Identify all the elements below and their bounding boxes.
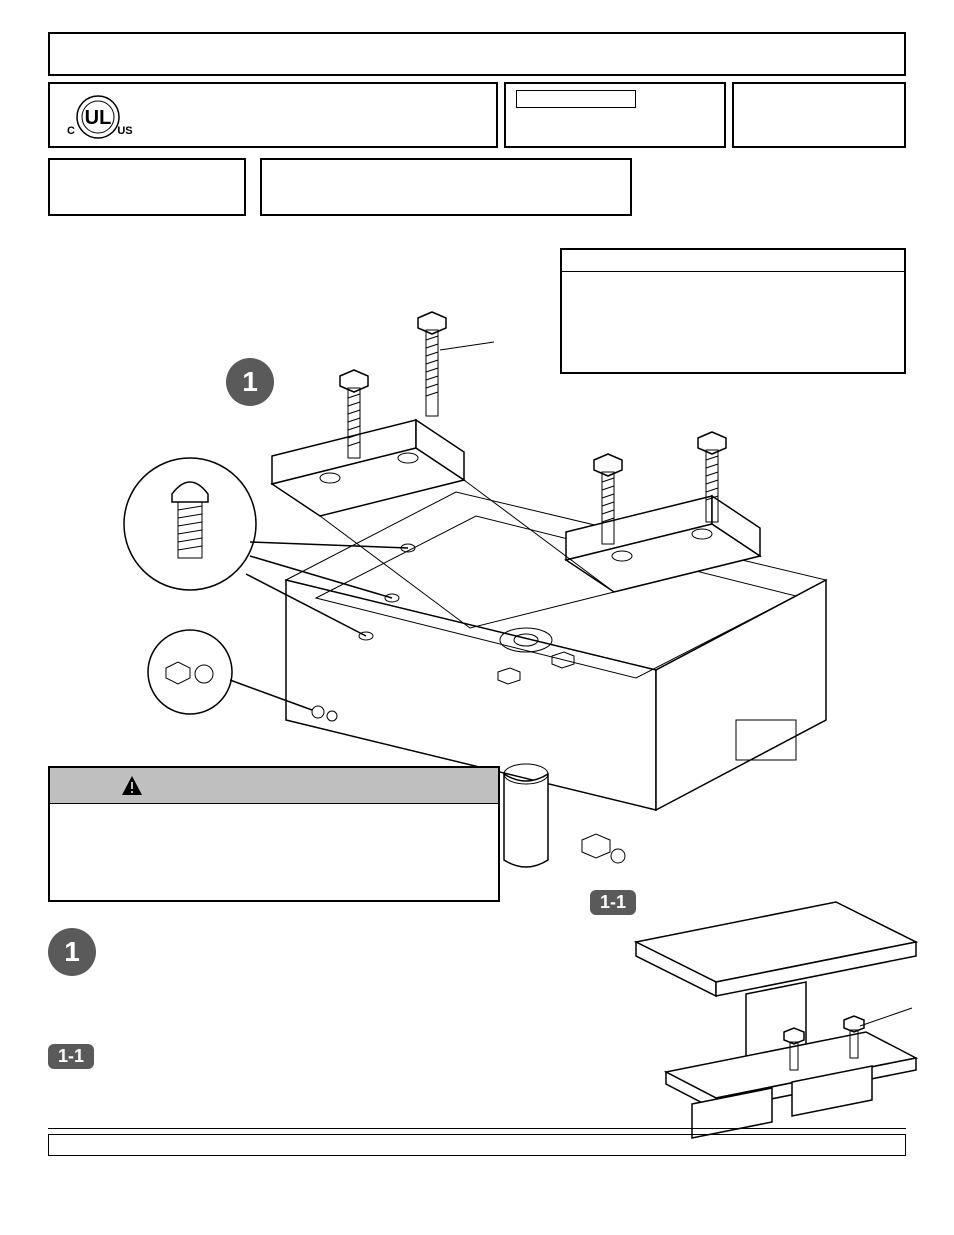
header-row-3 (48, 158, 906, 216)
footer-rule (48, 1128, 906, 1129)
header-row-2: UL C US (48, 82, 906, 148)
warning-triangle-icon (120, 774, 144, 798)
ul-listed-logo: UL C US (58, 92, 138, 142)
side-note-header (562, 250, 904, 272)
step-badge-1-1-text: 1-1 (48, 1044, 94, 1069)
ul-logo-left: C (67, 125, 75, 137)
step-badge-1-text: 1 (48, 928, 96, 976)
carriage-bolt-icon (172, 482, 208, 558)
header-middle-inner-box (516, 90, 636, 108)
step-badge-1-figure: 1 (226, 358, 274, 406)
hex-nut-icon (166, 662, 213, 684)
hex-nut-below-icon (582, 834, 625, 863)
hex-bolt-icon (418, 312, 494, 416)
header-row3-cell1 (48, 158, 246, 216)
header-row3-cell2 (260, 158, 632, 216)
header-cell-ul: UL C US (48, 82, 498, 148)
ul-logo-text: UL (85, 107, 112, 129)
title-bar (48, 32, 906, 76)
figure-1-1-ibeam-mount (596, 882, 926, 1142)
header-cell-middle (504, 82, 726, 148)
caution-body (50, 804, 498, 900)
caution-header (50, 768, 498, 804)
footer-box (48, 1134, 906, 1156)
header-cell-right (732, 82, 906, 148)
caution-box (48, 766, 500, 902)
ul-logo-right: US (117, 125, 132, 137)
